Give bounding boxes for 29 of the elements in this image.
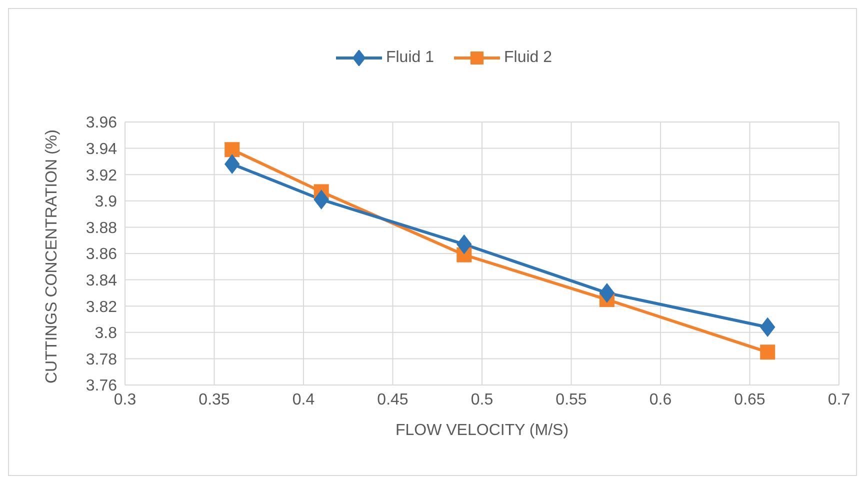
y-tick-label: 3.92 xyxy=(86,167,118,184)
y-tick-label: 3.94 xyxy=(86,140,118,158)
y-tick-label: 3.84 xyxy=(86,272,118,290)
y-tick-label: 3.78 xyxy=(86,351,118,368)
point xyxy=(760,318,776,337)
point xyxy=(224,142,240,158)
point xyxy=(224,154,240,174)
legend-label: Fluid 1 xyxy=(386,49,434,67)
x-tick-label: 0.7 xyxy=(828,391,850,408)
x-tick-label: 0.35 xyxy=(198,391,230,408)
y-tick-label: 3.96 xyxy=(86,114,118,132)
x-tick-label: 0.65 xyxy=(734,391,766,408)
x-tick-label: 0.45 xyxy=(377,391,408,408)
y-axis-title: CUTTINGS CONCENTRATION (%) xyxy=(44,130,61,384)
y-tick-label: 3.82 xyxy=(86,298,118,316)
x-tick-label: 0.6 xyxy=(649,391,672,408)
legend-label: Fluid 2 xyxy=(504,49,552,67)
point xyxy=(314,190,329,210)
x-tick-label: 0.55 xyxy=(556,391,587,408)
point xyxy=(760,344,776,360)
y-tick-label: 3.86 xyxy=(86,246,118,264)
x-tick-label: 0.4 xyxy=(292,391,315,408)
x-tick-label: 0.5 xyxy=(470,391,494,408)
y-tick-label: 3.88 xyxy=(86,220,118,237)
y-tick-label: 3.9 xyxy=(94,194,118,211)
y-tick-label: 3.8 xyxy=(94,325,118,342)
point xyxy=(599,283,614,303)
point xyxy=(456,234,472,254)
x-axis-title: FLOW VELOCITY (M/S) xyxy=(395,422,569,439)
